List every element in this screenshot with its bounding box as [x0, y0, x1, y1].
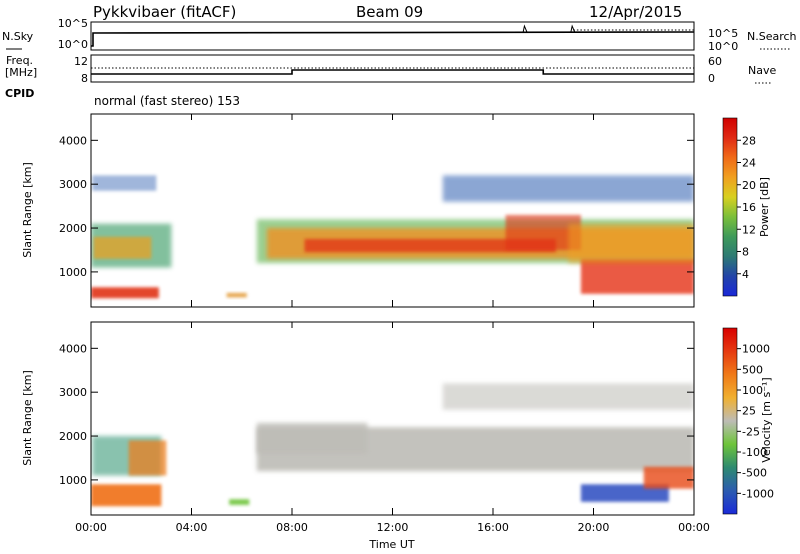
velocity-feature-small [229, 499, 250, 505]
power-y-ticks: 4000 3000 2000 1000 [59, 134, 694, 279]
velocity-y-tick-label: 2000 [59, 430, 87, 443]
x-tick-label: 04:00 [176, 521, 208, 534]
power-feature-late [580, 258, 694, 294]
power-feature-early-core [93, 236, 152, 259]
power-colorbar-label: Power [dB] [758, 177, 771, 237]
velocity-feature-near [91, 484, 162, 507]
velocity-colorbar-tick-label: 1000 [742, 343, 770, 356]
freq-unit-label: [MHz] [5, 66, 37, 79]
mode-text: normal (fast stereo) 153 [94, 94, 240, 108]
nsky-line [91, 31, 695, 47]
velocity-y-tick-label: 1000 [59, 474, 87, 487]
power-colorbar-tick-label: 12 [742, 223, 756, 236]
nsky-trace [91, 24, 695, 47]
power-x-ticks [90, 114, 695, 307]
power-panel: Slant Range [km] 4000 3000 2000 1000 28 24 20… [21, 113, 771, 308]
freq-tick-bottom: 8 [81, 72, 88, 85]
freq-label: Freq. [6, 54, 33, 67]
freq-strip: Freq. [MHz] 12 8 60 0 Nave CPID normal (… [5, 54, 776, 108]
freq-trace [91, 67, 694, 75]
velocity-colorbar-tick-label: -100 [742, 446, 767, 459]
station-title: Pykkvibaer (fitACF) [93, 3, 236, 21]
nsky-strip: N.Sky 10^5 10^0 10^5 10^0 N.Search [2, 17, 797, 53]
nsky-frame [90, 21, 695, 51]
power-y-tick-label: 1000 [59, 266, 87, 279]
power-y-tick-label: 3000 [59, 178, 87, 191]
velocity-feature-main-upper [256, 422, 368, 454]
nsearch-tick-top: 10^5 [708, 27, 738, 40]
x-tick-label: 00:00 [75, 521, 107, 534]
x-tick-label: 16:00 [477, 521, 509, 534]
velocity-colorbar [722, 327, 738, 515]
power-heatmap [91, 175, 694, 299]
power-colorbar-tick-label: 4 [742, 268, 749, 281]
nsearch-label: N.Search [747, 30, 797, 43]
nave-tick-top: 60 [708, 55, 722, 68]
cpid-label: CPID [5, 87, 34, 100]
nsky-tick-bottom: 10^0 [58, 38, 88, 51]
freq-line [91, 69, 694, 75]
power-y-tick-label: 4000 [59, 134, 87, 147]
velocity-colorbar-label: Velocity [m s⁻¹] [760, 377, 773, 462]
power-feature-near [91, 287, 159, 299]
date-label: 12/Apr/2015 [589, 3, 682, 21]
x-tick-label: 20:00 [578, 521, 610, 534]
power-y-tick-label: 2000 [59, 222, 87, 235]
velocity-colorbar-tick-label: -25 [742, 425, 760, 438]
nsky-label: N.Sky [2, 30, 34, 43]
nave-tick-bottom: 0 [708, 72, 715, 85]
nave-label: Nave [748, 64, 776, 77]
x-tick-label: 12:00 [377, 521, 409, 534]
power-colorbar-tick-label: 28 [742, 134, 756, 147]
velocity-heatmap [91, 383, 694, 507]
velocity-feature-late-neg [643, 466, 694, 489]
velocity-x-ticks: 00:00 04:00 08:00 12:00 16:00 20:00 00:00 [75, 322, 710, 534]
power-colorbar-tick-label: 24 [742, 157, 756, 170]
velocity-y-tick-label: 3000 [59, 386, 87, 399]
nsky-tick-top: 10^5 [58, 17, 88, 30]
power-colorbar-tick-label: 8 [742, 246, 749, 259]
velocity-colorbar-ticks: 1000 500 100 25 -25 -100 -500 -1000 [737, 343, 774, 500]
velocity-feature-early-neg [128, 440, 167, 476]
velocity-feature-far [442, 383, 694, 410]
power-feature-late-mid [568, 223, 694, 264]
velocity-ylabel: Slant Range [km] [21, 370, 34, 466]
velocity-colorbar-tick-label: 25 [742, 405, 756, 418]
x-tick-label: 08:00 [276, 521, 308, 534]
power-feature-far-early [92, 175, 157, 191]
beam-label: Beam 09 [356, 3, 423, 21]
power-ylabel: Slant Range [km] [21, 162, 34, 258]
power-feature-main-core [304, 239, 556, 253]
velocity-y-ticks: 4000 3000 2000 1000 [59, 342, 694, 487]
nsearch-tick-bottom: 10^0 [708, 40, 738, 53]
velocity-colorbar-tick-label: -500 [742, 467, 767, 480]
power-colorbar-tick-label: 20 [742, 179, 756, 192]
power-colorbar [722, 117, 738, 297]
x-tick-label: 00:00 [678, 521, 710, 534]
velocity-colorbar-tick-label: -1000 [742, 487, 774, 500]
power-feature-small [226, 292, 247, 298]
power-colorbar-ticks: 28 24 20 16 12 8 4 [737, 134, 756, 281]
nsky-spikes [522, 24, 576, 33]
velocity-colorbar-tick-label: 100 [742, 384, 763, 397]
velocity-y-tick-label: 4000 [59, 342, 87, 355]
power-colorbar-tick-label: 16 [742, 201, 756, 214]
velocity-colorbar-tick-label: 500 [742, 363, 763, 376]
freq-tick-top: 12 [74, 55, 88, 68]
x-axis-label: Time UT [368, 538, 414, 551]
power-feature-far [442, 175, 694, 202]
